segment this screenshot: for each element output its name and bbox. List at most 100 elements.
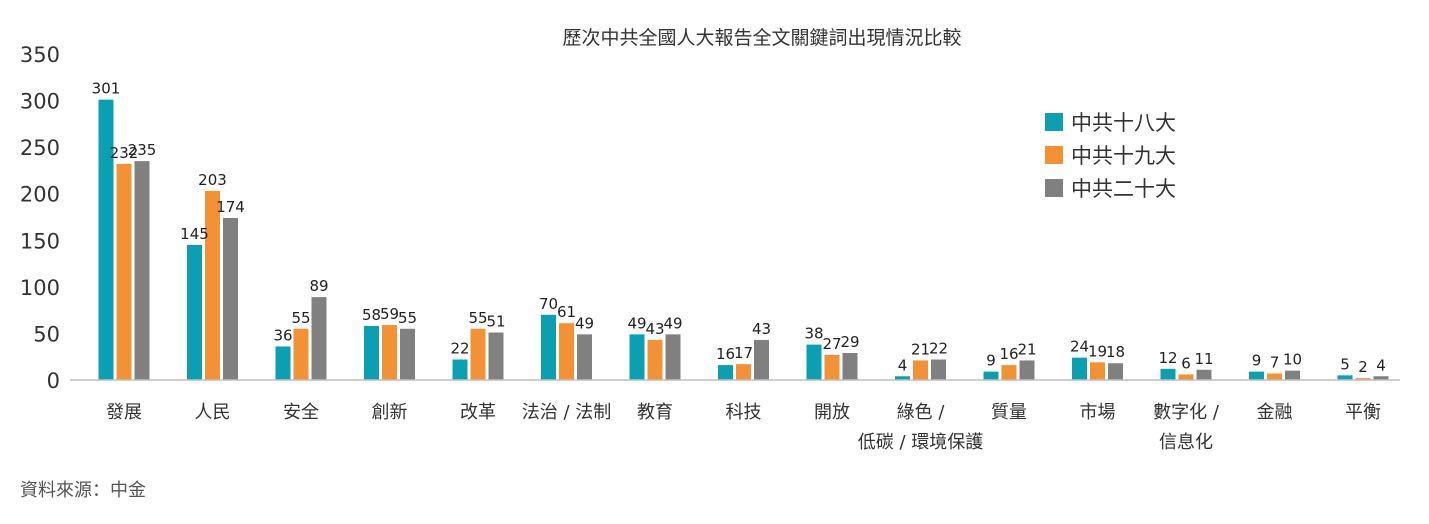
data-label: 5 <box>1340 355 1350 373</box>
bar <box>913 360 928 380</box>
bar <box>736 364 751 380</box>
data-label: 70 <box>539 295 558 313</box>
bar <box>223 217 238 380</box>
data-label: 21 <box>1017 340 1036 358</box>
bar <box>577 334 592 380</box>
data-label: 6 <box>1181 354 1191 372</box>
bar <box>311 297 327 380</box>
chart-title: 歷次中共全國人大報告全文關鍵詞出現情況比較 <box>562 27 961 49</box>
data-label: 55 <box>468 309 487 327</box>
bar <box>541 314 556 380</box>
bars-group <box>98 99 1389 380</box>
bar <box>452 359 468 380</box>
data-labels-group: 3012322351452031743655895859552255517061… <box>92 80 1386 376</box>
x-category-label: 低碳 / 環境保護 <box>858 432 984 453</box>
x-category-label: 法治 / 法制 <box>522 402 612 423</box>
data-label: 61 <box>557 303 576 321</box>
data-label: 89 <box>309 277 328 295</box>
x-category-label: 科技 <box>726 402 762 423</box>
bar <box>1267 373 1282 380</box>
x-category-label: 金融 <box>1257 402 1293 423</box>
data-label: 232 <box>110 144 139 162</box>
data-label: 235 <box>128 141 157 159</box>
bar <box>134 161 150 380</box>
data-label: 51 <box>486 312 505 330</box>
data-label: 22 <box>929 340 948 358</box>
x-category-label: 開放 <box>814 402 850 423</box>
bar <box>488 332 504 380</box>
x-category-label: 數字化 / <box>1153 402 1220 423</box>
data-label: 9 <box>1252 352 1262 370</box>
bar <box>1196 369 1212 380</box>
legend-swatch <box>1045 146 1063 164</box>
x-category-label: 市場 <box>1080 402 1116 423</box>
y-tick-label: 50 <box>33 322 60 346</box>
y-tick-label: 0 <box>47 369 60 393</box>
x-category-label: 平衡 <box>1345 402 1381 423</box>
x-category-label: 信息化 <box>1159 432 1213 453</box>
bar <box>806 344 822 380</box>
bar <box>205 190 220 380</box>
bar <box>931 359 946 380</box>
bar <box>559 323 574 380</box>
data-label: 55 <box>398 309 417 327</box>
bar <box>842 352 858 380</box>
legend-swatch <box>1045 113 1063 131</box>
data-label: 43 <box>752 320 771 338</box>
x-category-label: 發展 <box>106 402 142 423</box>
bar <box>895 376 910 380</box>
bar <box>754 339 769 380</box>
data-label: 9 <box>986 352 996 370</box>
bar <box>1072 357 1087 380</box>
x-category-label: 綠色 / <box>897 402 946 423</box>
bar <box>824 354 840 380</box>
data-label: 7 <box>1270 353 1280 371</box>
data-label: 36 <box>273 326 292 344</box>
data-label: 145 <box>180 225 209 243</box>
data-label: 16 <box>999 345 1018 363</box>
bar <box>116 163 132 380</box>
bar <box>382 325 397 380</box>
data-label: 27 <box>822 335 841 353</box>
data-label: 2 <box>1358 358 1368 376</box>
x-category-label: 教育 <box>637 402 673 423</box>
bar <box>293 328 309 380</box>
y-tick-label: 300 <box>20 90 60 114</box>
y-axis: 0 50 100 150 200 250 300 350 <box>20 43 60 393</box>
data-label: 12 <box>1158 349 1177 367</box>
bar <box>1160 368 1176 380</box>
bar <box>1108 363 1123 380</box>
bar <box>1019 360 1035 380</box>
bar <box>647 339 663 380</box>
data-label: 16 <box>716 345 735 363</box>
y-tick-label: 250 <box>20 136 60 160</box>
bar <box>187 244 202 380</box>
data-label: 24 <box>1070 338 1089 356</box>
data-label: 10 <box>1283 351 1302 369</box>
data-label: 49 <box>575 314 594 332</box>
bar <box>364 325 379 380</box>
bar <box>1285 370 1300 380</box>
legend-label: 中共十八大 <box>1071 111 1176 135</box>
y-tick-label: 200 <box>20 183 60 207</box>
bar <box>470 328 486 380</box>
bar <box>1001 365 1017 380</box>
data-label: 29 <box>840 333 859 351</box>
data-label: 49 <box>663 314 682 332</box>
bar <box>1373 376 1389 380</box>
x-category-label: 質量 <box>991 402 1027 423</box>
data-label: 38 <box>804 325 823 343</box>
data-label: 203 <box>198 171 227 189</box>
bar <box>98 99 114 380</box>
data-label: 55 <box>291 309 310 327</box>
bar <box>400 328 415 380</box>
source-note: 資料來源：中金 <box>20 480 146 501</box>
y-tick-label: 350 <box>20 43 60 67</box>
legend-label: 中共二十大 <box>1071 177 1176 201</box>
data-label: 17 <box>734 344 753 362</box>
x-category-label: 人民 <box>195 402 231 423</box>
data-label: 19 <box>1088 342 1107 360</box>
